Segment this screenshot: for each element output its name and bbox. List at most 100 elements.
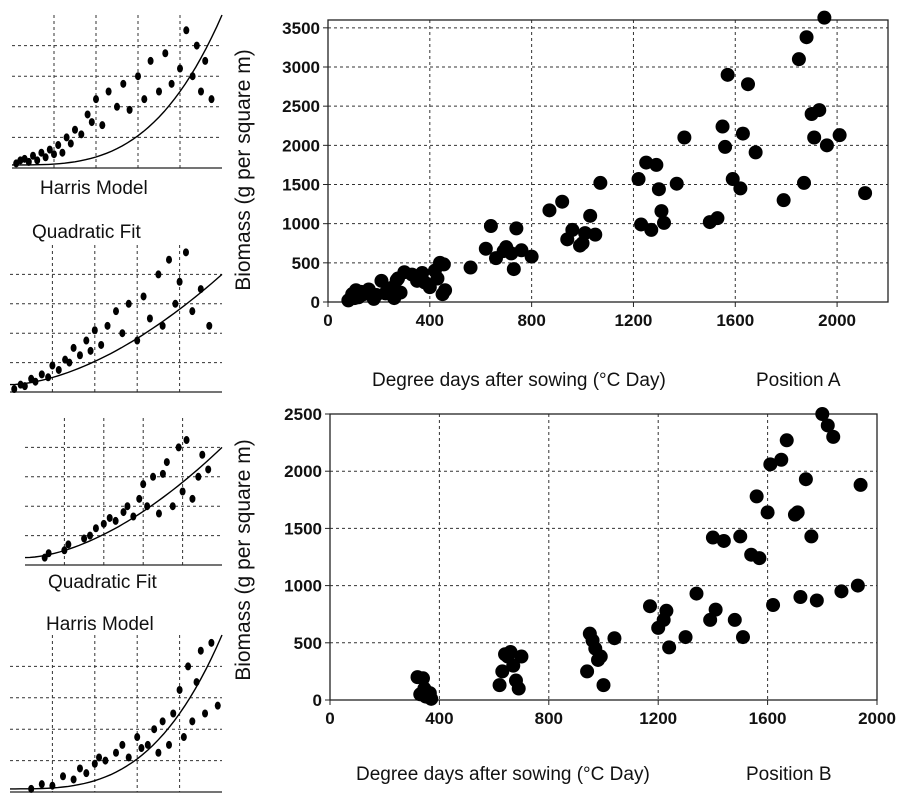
position-label: Position A (756, 370, 841, 391)
thumbnail-data-point (205, 465, 212, 474)
data-point (799, 30, 814, 45)
thumbnail-data-point (113, 307, 119, 316)
x-tick-label: 2000 (818, 311, 856, 330)
data-points (410, 407, 868, 706)
thumbnail-data-point (214, 701, 221, 710)
data-point (716, 533, 731, 548)
data-point (424, 691, 439, 706)
thumbnail-data-point (30, 151, 36, 160)
data-point (430, 271, 445, 286)
thumbnail-data-point (104, 321, 111, 330)
thumbnail-data-point (42, 153, 49, 162)
data-point (708, 602, 723, 617)
thumbnail-data-point (65, 540, 72, 549)
y-tick-label: 2500 (284, 405, 322, 424)
data-point (741, 77, 755, 92)
thumbnail-data-point (98, 340, 105, 349)
data-point (776, 193, 791, 208)
x-tick-label: 1200 (615, 311, 653, 330)
data-point (779, 433, 794, 448)
y-tick-label: 1000 (282, 215, 320, 234)
data-point (677, 130, 692, 145)
x-tick-label: 400 (416, 311, 444, 330)
thumbnail-data-point (159, 717, 166, 726)
thumbnail-data-point (162, 49, 169, 58)
data-point (748, 145, 763, 160)
thumbnail-data-point (28, 784, 35, 793)
x-tick-label: 800 (517, 311, 545, 330)
thumbnail-data-point (106, 513, 113, 522)
thumbnail-data-point (206, 321, 213, 330)
thumbnail-data-point (197, 285, 204, 294)
thumbnail-data-point (88, 118, 95, 127)
thumbnail-caption: Quadratic Fit (48, 572, 157, 593)
thumbnail-data-point (130, 512, 137, 521)
data-point (654, 204, 669, 219)
data-point (807, 130, 822, 145)
data-point (812, 103, 827, 118)
thumbnail-data-point (193, 678, 200, 687)
data-point (593, 649, 608, 664)
thumbnail-data-point (134, 733, 141, 742)
data-point (495, 664, 510, 679)
data-point (720, 67, 735, 82)
thumbnail-data-point (183, 436, 190, 445)
data-point (438, 283, 453, 298)
thumbnail-data-point (25, 157, 32, 166)
data-point (511, 681, 526, 696)
data-point (593, 175, 608, 190)
data-point (793, 590, 808, 605)
thumbnail-data-point (120, 79, 127, 88)
x-tick-label: 1600 (716, 311, 754, 330)
data-point (725, 172, 740, 187)
thumbnail-data-point (193, 41, 200, 50)
data-point (374, 273, 389, 288)
thumbnail-data-point (155, 748, 162, 757)
y-tick-label: 1500 (284, 519, 322, 538)
thumbnail-data-point (169, 502, 176, 511)
thumbnail-data-point (168, 79, 175, 88)
thumbnail-data-point (55, 141, 62, 150)
data-point (644, 222, 659, 237)
data-point (393, 285, 408, 300)
data-point (651, 182, 666, 197)
thumbnail-data-point (119, 329, 126, 338)
fit-curve (24, 446, 223, 559)
thumbnail-data-point (159, 469, 166, 478)
thumbnail-plot-harris-top (12, 14, 223, 169)
data-point (817, 10, 832, 25)
data-point (715, 119, 730, 134)
thumbnail-data-point (125, 753, 132, 762)
x-tick-label: 2000 (858, 709, 896, 728)
thumbnail-data-point (141, 95, 148, 104)
thumbnail-data-point (46, 145, 53, 154)
x-tick-label: 1200 (639, 709, 677, 728)
thumbnail-data-point (155, 509, 162, 518)
data-point (503, 644, 518, 659)
thumbnail-plot-quadratic-bottom (24, 418, 223, 566)
thumbnail-data-point (144, 740, 151, 749)
data-point (478, 241, 493, 256)
thumbnail-data-point (146, 314, 153, 323)
x-tick-label: 1600 (749, 709, 787, 728)
data-point (760, 505, 775, 520)
data-point (509, 221, 524, 236)
data-point (735, 630, 750, 645)
data-point (733, 529, 748, 544)
thumbnail-data-point (172, 299, 179, 308)
y-axis-label: Biomass (g per square m) (232, 49, 255, 291)
data-point (809, 593, 824, 608)
x-axis-label: Degree days after sowing (°C Day) (356, 764, 650, 785)
data-point (588, 227, 603, 242)
data-point (659, 603, 674, 618)
data-point (819, 138, 834, 153)
data-point (791, 52, 806, 67)
thumbnail-data-point (99, 121, 106, 130)
data-point (506, 262, 521, 277)
data-point (718, 139, 733, 154)
data-point (727, 612, 742, 627)
data-point (710, 211, 725, 226)
thumbnail-data-point (140, 480, 147, 489)
data-point (804, 529, 819, 544)
thumbnail-data-point (81, 534, 88, 543)
